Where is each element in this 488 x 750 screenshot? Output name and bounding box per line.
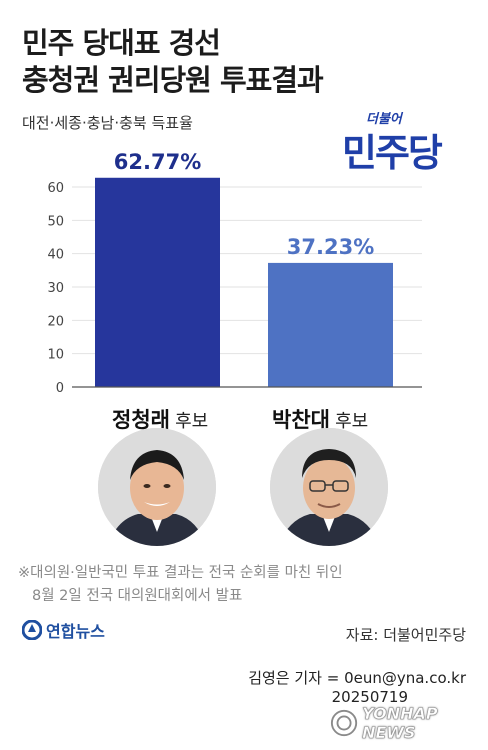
y-tick-label: 40 [47, 248, 64, 263]
y-tick-label: 20 [47, 314, 64, 329]
y-tick-label: 0 [56, 381, 64, 396]
y-tick-label: 50 [47, 214, 64, 229]
candidate-1-photo [98, 428, 216, 546]
reporter-credit: 김영은 기자 = 0eun@yna.co.kr [248, 669, 466, 687]
bars [95, 177, 393, 387]
bar [95, 177, 220, 387]
chart-subtitle: 대전·세종·충남·충북 득표율 [22, 114, 193, 132]
y-axis-ticks: 0 10 20 30 40 50 60 [47, 181, 64, 396]
title-line-2: 충청권 권리당원 투표결과 [22, 63, 324, 97]
agency-logo-icon [22, 620, 42, 640]
bar-value-label: 37.23% [287, 235, 374, 259]
footnote-line-1: ※대의원·일반국민 투표 결과는 전국 순회를 마친 뒤인 [18, 565, 343, 581]
party-logo-text: 민주당 [342, 131, 443, 175]
title-line-1: 민주 당대표 경선 [22, 26, 221, 60]
yonhap-watermark: YONHAP NEWS [330, 704, 488, 742]
y-tick-label: 30 [47, 281, 64, 296]
candidate-2-suffix: 후보 [335, 411, 369, 432]
agency-logo: 연합뉴스 [22, 618, 105, 642]
source-credit: 자료: 더불어민주당 [345, 626, 466, 644]
bar-chart: 0 10 20 30 40 50 60 62.77% 37.23% [47, 150, 422, 396]
value-labels: 62.77% 37.23% [114, 150, 374, 259]
y-tick-label: 10 [47, 348, 64, 363]
publish-date: 20250719 [331, 688, 408, 706]
footnote-line-2: 8월 2일 전국 대의원대회에서 발표 [32, 588, 243, 604]
candidate-2-portrait [270, 428, 388, 546]
yonhap-watermark-text: YONHAP NEWS [362, 704, 438, 743]
yonhap-logo-icon [330, 709, 358, 737]
candidate-1-suffix: 후보 [175, 411, 209, 432]
bar-value-label: 62.77% [114, 150, 201, 174]
candidate-2-label: 박찬대 후보 [272, 404, 368, 434]
agency-name: 연합뉴스 [46, 622, 105, 641]
candidate-2-photo [270, 428, 388, 546]
y-tick-label: 60 [47, 181, 64, 196]
candidate-1-portrait [98, 428, 216, 546]
bar [268, 262, 393, 387]
party-logo-small-text: 더불어 [366, 112, 402, 127]
